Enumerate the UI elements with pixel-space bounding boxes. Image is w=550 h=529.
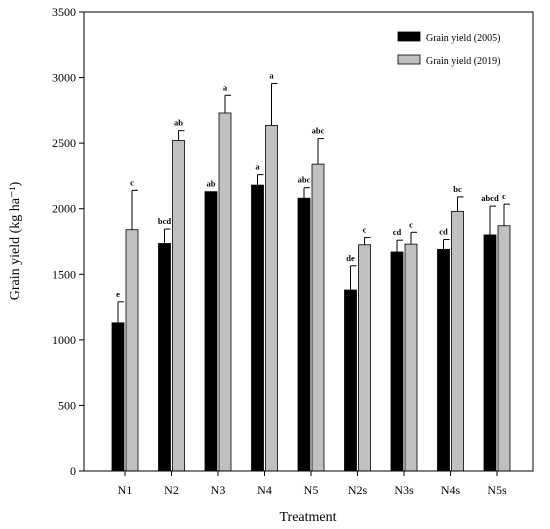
- significance-label: bcd: [158, 216, 172, 226]
- y-tick-label: 2500: [52, 136, 76, 150]
- x-tick-label: N2s: [348, 483, 368, 497]
- x-tick-label: N5s: [487, 483, 507, 497]
- x-tick-label: N5: [304, 483, 319, 497]
- significance-label: c: [409, 219, 413, 229]
- significance-label: a: [223, 82, 228, 92]
- y-tick-label: 0: [70, 464, 76, 478]
- bar: [437, 248, 450, 472]
- significance-label: de: [346, 253, 355, 263]
- significance-label: ab: [174, 118, 183, 128]
- significance-label: abc: [312, 126, 325, 136]
- y-axis: 0 500 1000 1500 2000 2500 3000 3500: [52, 5, 84, 478]
- bar: [451, 210, 464, 472]
- x-tick-label: N3: [211, 483, 226, 497]
- legend-label-2019: Grain yield (2019): [426, 56, 500, 67]
- bar: [297, 197, 311, 472]
- bar: [344, 289, 357, 472]
- bar: [265, 125, 278, 472]
- bar: [311, 163, 325, 472]
- bar: [111, 322, 125, 472]
- significance-label: ab: [207, 179, 216, 189]
- legend-swatch-2005: [397, 31, 421, 42]
- significance-label: c: [130, 177, 134, 187]
- bar: [404, 243, 418, 472]
- bar: [390, 251, 404, 472]
- significance-label: e: [116, 289, 120, 299]
- y-tick-label: 3000: [52, 71, 76, 85]
- x-tick-label: N2: [164, 483, 179, 497]
- x-tick-label: N1: [118, 483, 133, 497]
- y-tick-label: 1500: [52, 267, 76, 281]
- x-axis-title: Treatment: [279, 510, 336, 525]
- y-tick-label: 1000: [52, 333, 76, 347]
- significance-label: c: [363, 225, 367, 235]
- significance-label: cd: [439, 227, 448, 237]
- bar: [497, 225, 511, 472]
- bar: [158, 243, 171, 472]
- x-tick-label: N4s: [441, 483, 461, 497]
- significance-label: a: [269, 70, 274, 80]
- bar: [251, 184, 264, 472]
- x-axis: N1 N2 N3 N4 N5 N2s N3s N4s N5s: [118, 471, 507, 497]
- y-axis-title: Grain yield (kg ha⁻¹): [8, 181, 23, 300]
- significance-label: cd: [393, 227, 402, 237]
- bar: [483, 234, 497, 472]
- plot-frame: [83, 11, 534, 472]
- legend: Grain yield (2005) Grain yield (2019): [397, 31, 500, 67]
- y-tick-label: 500: [58, 398, 76, 412]
- y-tick-label: 3500: [52, 5, 76, 19]
- bar: [358, 244, 371, 472]
- bar: [204, 191, 218, 472]
- significance-label: a: [255, 162, 260, 172]
- bar: [172, 140, 185, 472]
- significance-label: abcd: [481, 193, 499, 203]
- legend-swatch-2019: [397, 54, 421, 65]
- significance-label: bc: [453, 184, 462, 194]
- bar: [218, 112, 232, 472]
- y-tick-label: 2000: [52, 202, 76, 216]
- legend-label-2005: Grain yield (2005): [426, 33, 500, 44]
- x-tick-label: N3s: [394, 483, 414, 497]
- bar: [125, 229, 139, 472]
- x-tick-label: N4: [257, 483, 272, 497]
- significance-label: c: [502, 191, 506, 201]
- significance-label: abc: [298, 175, 311, 185]
